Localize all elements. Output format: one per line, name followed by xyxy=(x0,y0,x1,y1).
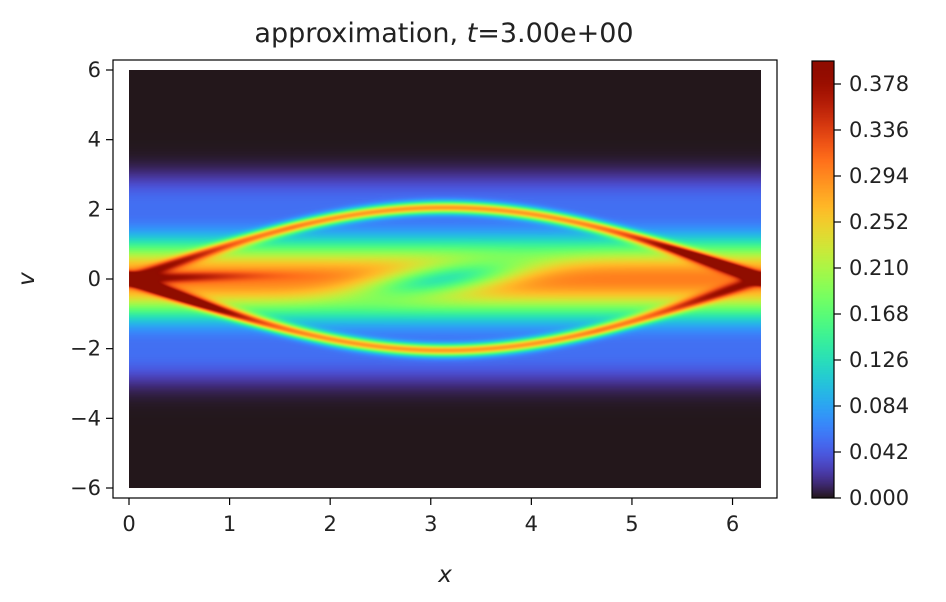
colorbar-tick-label: 0.168 xyxy=(849,302,909,326)
colorbar-tick-label: 0.084 xyxy=(849,394,909,418)
x-tick-label: 0 xyxy=(122,512,135,536)
x-axis-label: x xyxy=(437,562,452,588)
heatmap-canvas xyxy=(129,70,761,488)
y-tick-label: 2 xyxy=(88,197,101,221)
y-tick-label: −2 xyxy=(70,337,101,361)
colorbar-area xyxy=(812,61,834,498)
colorbar-tick-label: 0.210 xyxy=(849,256,909,280)
y-tick-label: 4 xyxy=(88,128,101,152)
colorbar-tick-label: 0.252 xyxy=(849,210,909,234)
x-axis-ticks: 0 1 2 3 4 5 6 xyxy=(122,498,739,536)
y-axis-ticks: 6 4 2 0 −2 −4 −6 xyxy=(70,58,113,500)
x-tick-label: 1 xyxy=(223,512,236,536)
colorbar-frame xyxy=(811,60,835,499)
y-tick-label: 0 xyxy=(88,267,101,291)
x-tick-label: 4 xyxy=(525,512,538,536)
title-prefix: approximation, xyxy=(254,18,466,49)
x-tick-label: 5 xyxy=(625,512,638,536)
colorbar-ticks: 0.000 0.042 0.084 0.126 0.168 0.210 0.252 0.294… xyxy=(834,72,909,510)
title-variable: t xyxy=(467,18,479,49)
colorbar-canvas xyxy=(812,61,834,498)
y-tick-label: 6 xyxy=(88,58,101,82)
heatmap-area xyxy=(129,70,761,488)
colorbar-tick-label: 0.378 xyxy=(849,72,909,96)
colorbar-tick-label: 0.336 xyxy=(849,118,909,142)
chart-title: approximation, t=3.00e+00 xyxy=(254,18,633,49)
x-tick-label: 6 xyxy=(726,512,739,536)
x-tick-label: 3 xyxy=(424,512,437,536)
colorbar-tick-label: 0.294 xyxy=(849,164,909,188)
y-tick-label: −6 xyxy=(70,476,101,500)
y-axis-label: v xyxy=(14,272,40,286)
colorbar-tick-label: 0.042 xyxy=(849,440,909,464)
colorbar-tick-label: 0.126 xyxy=(849,348,909,372)
title-suffix: =3.00e+00 xyxy=(477,18,633,49)
y-tick-label: −4 xyxy=(70,406,101,430)
x-tick-label: 2 xyxy=(323,512,336,536)
colorbar-tick-label: 0.000 xyxy=(849,486,909,510)
